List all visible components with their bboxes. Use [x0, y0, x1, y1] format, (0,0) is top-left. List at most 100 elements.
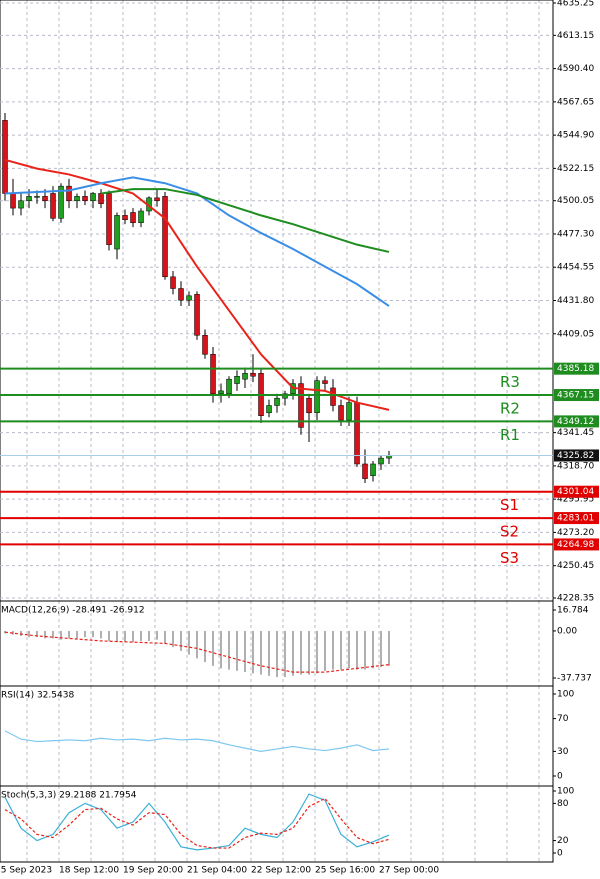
indicator-title: MACD(12,26,9) -28.491 -26.912 — [1, 606, 145, 616]
y-tick-label: 100 — [557, 690, 574, 700]
indicator-line — [4, 730, 390, 753]
macd-bar — [164, 630, 166, 644]
candle-body — [186, 295, 192, 301]
macd-bar — [116, 630, 118, 643]
candle-body — [122, 215, 128, 221]
level-label: S3 — [500, 549, 519, 567]
y-tick-label: 4613.15 — [557, 31, 594, 41]
y-tick-label: 4341.45 — [557, 428, 594, 438]
macd-bar — [324, 630, 326, 671]
macd-bar — [308, 630, 310, 675]
level-tag — [554, 415, 599, 428]
x-tick-label: 25 Sep 16:00 — [315, 866, 375, 876]
candle-body — [138, 210, 144, 223]
macd-bar — [36, 630, 38, 638]
x-tick-label: 19 Sep 20:00 — [123, 866, 183, 876]
macd-bar — [260, 630, 262, 675]
candle-body — [26, 196, 32, 202]
level-value: 4301.04 — [557, 487, 594, 497]
candle-body — [98, 193, 104, 204]
candle-body — [42, 196, 48, 202]
candle-body — [90, 193, 96, 202]
macd-bar — [268, 630, 270, 676]
indicator-line — [4, 631, 390, 673]
macd-bar — [244, 630, 246, 673]
macd-bar — [316, 630, 318, 674]
macd-bar — [300, 630, 302, 675]
y-tick-label: 4522.15 — [557, 164, 594, 174]
indicator-title: Stoch(5,3,3) 29.2188 21.7954 — [1, 791, 137, 801]
y-tick-label: 4250.45 — [557, 561, 594, 571]
macd-bar — [348, 630, 350, 669]
macd-bar — [364, 630, 366, 670]
macd-bar — [76, 630, 78, 639]
macd-bar — [100, 630, 102, 639]
last-price: 4325.82 — [557, 451, 594, 461]
level-value: 4367.15 — [557, 391, 594, 401]
level-label: S2 — [500, 523, 519, 541]
level-tag — [554, 389, 599, 402]
y-tick-label: 4590.40 — [557, 64, 594, 74]
macd-bar — [236, 630, 238, 671]
candle-body — [2, 120, 8, 194]
macd-bar — [188, 630, 190, 655]
candle-body — [346, 402, 352, 421]
y-tick-label: 4500.05 — [557, 196, 594, 206]
candle-body — [338, 405, 344, 421]
macd-bar — [212, 630, 214, 666]
macd-bar — [52, 630, 54, 639]
y-tick-label: 4477.30 — [557, 229, 594, 239]
candle-body — [274, 397, 280, 406]
candle-body — [162, 196, 168, 278]
candle-body — [378, 457, 384, 465]
candle-body — [34, 196, 40, 198]
y-tick-label: 4409.05 — [557, 329, 594, 339]
macd-bar — [44, 630, 46, 639]
macd-bar — [196, 630, 198, 659]
y-tick-label: 4318.70 — [557, 461, 594, 471]
candle-body — [202, 335, 208, 355]
macd-bar — [172, 630, 174, 648]
macd-bar — [332, 630, 334, 670]
y-tick-label: 0 — [557, 772, 563, 782]
candle-body — [234, 375, 240, 384]
candle-body — [370, 463, 376, 476]
y-tick-label: 4295.95 — [557, 495, 594, 505]
candle-body — [82, 196, 88, 202]
level-value: 4385.18 — [557, 364, 594, 374]
macd-bar — [156, 630, 158, 640]
level-label: R3 — [500, 373, 520, 391]
macd-bar — [12, 630, 14, 635]
candle-body — [106, 193, 112, 245]
indicator-line — [4, 158, 390, 411]
candle-body — [298, 383, 304, 428]
candle-body — [266, 405, 272, 414]
macd-bar — [276, 630, 278, 678]
macd-bar — [108, 630, 110, 641]
level-tag — [554, 362, 599, 375]
level-tag — [554, 512, 599, 525]
candle-body — [154, 197, 160, 202]
macd-bar — [60, 630, 62, 640]
y-tick-label: 30 — [557, 747, 569, 757]
macd-bar — [180, 630, 182, 651]
candle-body — [130, 212, 136, 223]
candle-body — [66, 185, 72, 202]
candle-body — [226, 378, 232, 395]
x-tick-label: 21 Sep 04:00 — [187, 866, 247, 876]
macd-bar — [284, 630, 286, 678]
x-tick-label: 22 Sep 12:00 — [251, 866, 311, 876]
macd-bar — [388, 630, 390, 666]
x-tick-label: 18 Sep 12:00 — [59, 866, 119, 876]
candle-body — [210, 354, 216, 395]
macd-bar — [380, 630, 382, 668]
candle-body — [330, 387, 336, 406]
panel-frame — [0, 785, 554, 863]
indicator-title: RSI(14) 32.5438 — [1, 691, 74, 701]
indicator-line — [100, 188, 390, 253]
macd-bar — [68, 630, 70, 639]
candle-body — [306, 397, 312, 414]
level-tag — [554, 538, 599, 551]
level-value: 4264.98 — [557, 540, 594, 550]
macd-bar — [252, 630, 254, 674]
